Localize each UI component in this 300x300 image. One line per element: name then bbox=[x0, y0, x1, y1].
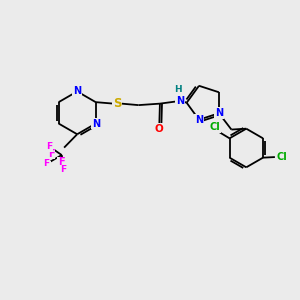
Text: N: N bbox=[195, 115, 203, 125]
Text: Cl: Cl bbox=[209, 122, 220, 132]
Text: S: S bbox=[113, 97, 122, 110]
Text: F: F bbox=[58, 158, 64, 167]
Text: N: N bbox=[92, 118, 100, 128]
Text: Cl: Cl bbox=[277, 152, 288, 162]
Text: F: F bbox=[43, 160, 49, 169]
Text: N: N bbox=[176, 96, 184, 106]
Text: F: F bbox=[46, 142, 52, 151]
Text: F: F bbox=[44, 161, 50, 171]
Text: F: F bbox=[60, 165, 66, 174]
Text: N: N bbox=[73, 86, 81, 96]
Text: N: N bbox=[215, 108, 223, 118]
Text: H: H bbox=[174, 85, 182, 94]
Text: F: F bbox=[48, 148, 55, 159]
Text: O: O bbox=[155, 124, 164, 134]
